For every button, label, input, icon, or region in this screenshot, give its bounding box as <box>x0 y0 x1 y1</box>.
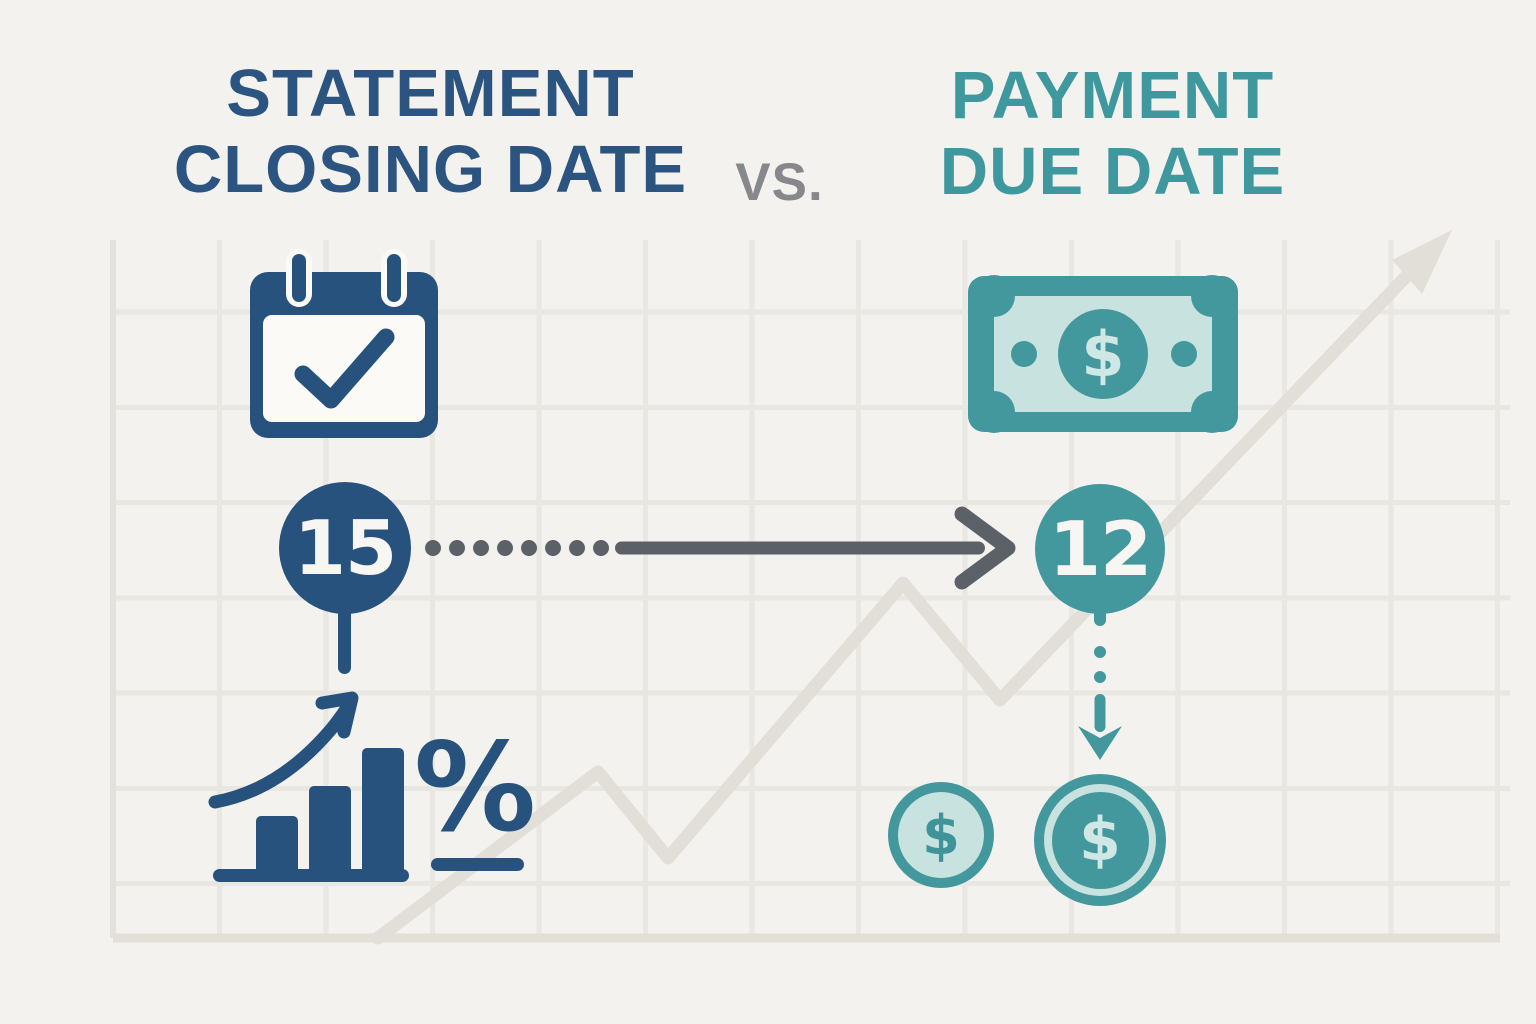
dotted-down-arrow-icon <box>1078 608 1122 760</box>
right-title-line1: PAYMENT <box>950 58 1275 133</box>
calendar-check-icon <box>250 249 438 438</box>
check-mark <box>294 328 395 409</box>
percent-underline <box>431 858 524 871</box>
dollar-coin-large-icon: $ <box>1034 774 1166 906</box>
growth-bar-chart-icon <box>208 691 409 882</box>
coin-large-ring: $ <box>1044 784 1156 896</box>
coin-large-face: $ <box>1051 791 1149 889</box>
percent-icon: % <box>413 717 537 859</box>
right-title: PAYMENT DUE DATE <box>885 58 1340 210</box>
coin-small-dollar-sign: $ <box>922 803 960 867</box>
dotted-right-arrow-icon <box>425 506 1016 590</box>
closing-date-day-badge: 15 <box>279 482 411 614</box>
trend-line-arrowhead <box>1392 230 1452 294</box>
trend-line <box>371 254 1428 945</box>
right-title-line2: DUE DATE <box>939 134 1286 209</box>
left-title: STATEMENT CLOSING DATE <box>108 56 753 208</box>
due-date-day-badge: 12 <box>1035 484 1165 614</box>
coin-large-dollar-sign: $ <box>1079 805 1121 875</box>
dollar-bill-icon <box>968 275 1238 433</box>
left-title-line2: CLOSING DATE <box>173 132 688 207</box>
closing-date-pin-stem <box>338 606 351 674</box>
bill-dollar-sign: $ <box>1081 317 1125 391</box>
left-title-line1: STATEMENT <box>226 56 635 131</box>
dollar-coin-small-icon: $ <box>888 782 994 888</box>
growth-arrowhead <box>315 691 359 739</box>
closing-date-day: 15 <box>293 504 397 592</box>
due-date-day: 12 <box>1048 505 1152 593</box>
vs-separator: VS. <box>735 153 824 212</box>
coin-small-face: $ <box>898 792 984 878</box>
